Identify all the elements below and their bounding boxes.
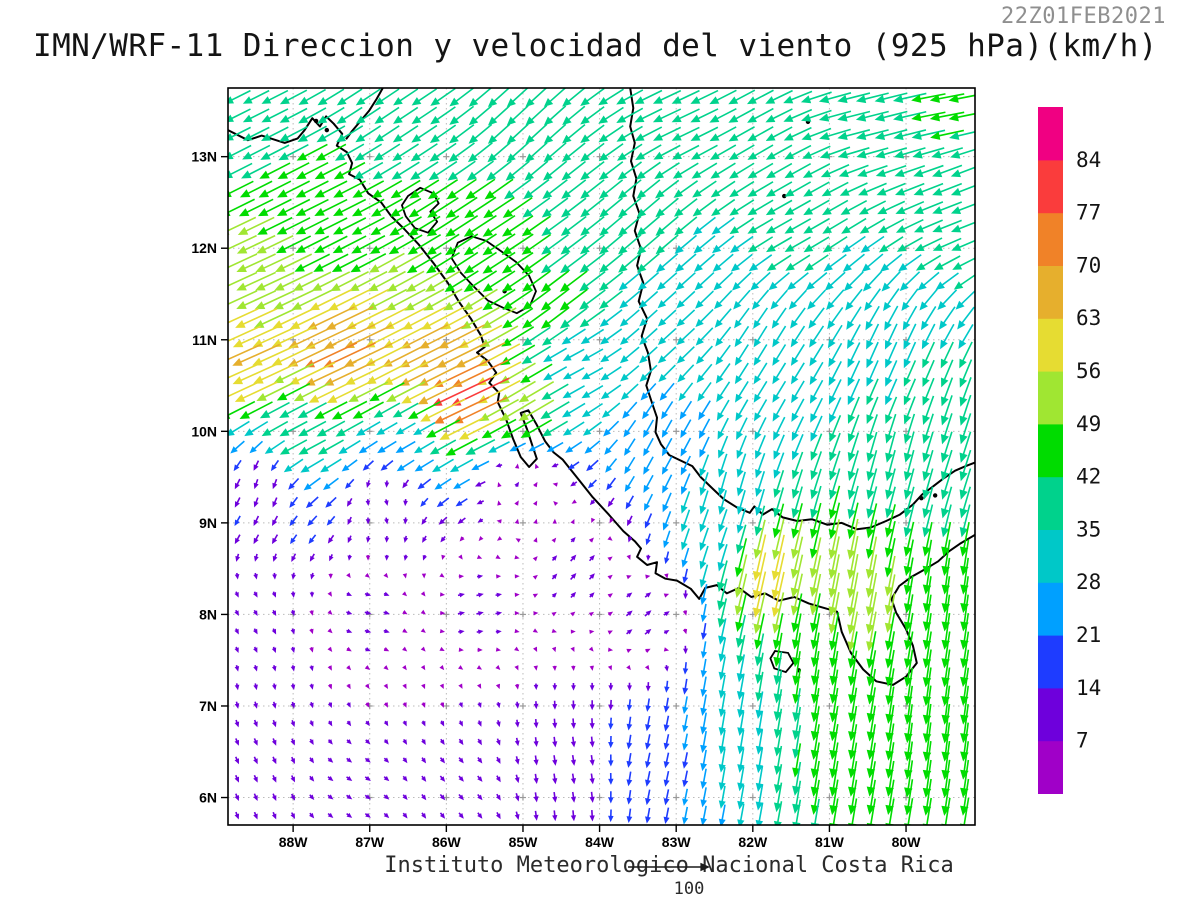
coastline bbox=[629, 88, 975, 531]
colorbar-label: 21 bbox=[1076, 623, 1101, 647]
reference-arrow bbox=[628, 862, 710, 872]
colorbar-label: 63 bbox=[1076, 306, 1101, 330]
colorbar-segment bbox=[1038, 740, 1063, 794]
colorbar-segment bbox=[1038, 159, 1063, 214]
reference-arrow-label: 100 bbox=[674, 879, 705, 899]
colorbar-segment bbox=[1038, 476, 1063, 530]
colorbar-label: 35 bbox=[1076, 517, 1101, 541]
colorbar-label: 42 bbox=[1076, 465, 1101, 489]
island-dot bbox=[313, 118, 319, 124]
colorbar-label: 28 bbox=[1076, 570, 1101, 594]
x-axis-label: 87W bbox=[355, 834, 385, 850]
colorbar-segment bbox=[1038, 529, 1063, 583]
colorbar-segment bbox=[1038, 635, 1063, 689]
x-axis-label: 82W bbox=[738, 834, 768, 850]
chart-title: IMN/WRF-11 Direccion y velocidad del vie… bbox=[33, 28, 1158, 64]
colorbar-label: 49 bbox=[1076, 412, 1101, 436]
y-axis-label: 8N bbox=[199, 606, 217, 622]
y-axis-label: 13N bbox=[191, 149, 217, 165]
x-axis-label: 80W bbox=[892, 834, 922, 850]
credit-line: Instituto Meteorologico Nacional Costa R… bbox=[384, 853, 954, 878]
lat-lon-gridlines bbox=[228, 88, 975, 825]
wind-vector-arrows bbox=[228, 88, 975, 825]
coastline bbox=[228, 115, 975, 686]
colorbar-segment bbox=[1038, 318, 1063, 372]
colorbar-label: 56 bbox=[1076, 359, 1101, 383]
colorbar-label: 14 bbox=[1076, 676, 1101, 700]
x-axis-label: 88W bbox=[279, 834, 309, 850]
run-timestamp: 22Z01FEB2021 bbox=[1001, 4, 1166, 29]
colorbar-segment bbox=[1038, 371, 1063, 425]
island-dot bbox=[324, 127, 330, 133]
colorbar-label: 7 bbox=[1076, 729, 1089, 753]
colorbar-segment bbox=[1038, 107, 1063, 161]
x-axis-label: 86W bbox=[432, 834, 462, 850]
y-axis-label: 12N bbox=[191, 240, 217, 256]
y-axis-label: 11N bbox=[192, 332, 217, 348]
lake-outline bbox=[400, 186, 440, 234]
x-axis-label: 84W bbox=[585, 834, 615, 850]
island-dot bbox=[919, 495, 924, 501]
x-axis-label: 81W bbox=[815, 834, 845, 850]
colorbar-label: 84 bbox=[1076, 148, 1101, 172]
y-axis-label: 7N bbox=[199, 698, 217, 714]
x-axis-label: 85W bbox=[509, 834, 539, 850]
axes: 88W 87W 86W 85W 84W 83W 82W 81W 80W 6N 7N 8N 9N 10N 11… bbox=[191, 87, 976, 850]
y-axis-label: 6N bbox=[199, 790, 217, 806]
y-axis-label: 10N bbox=[191, 423, 217, 439]
island-dot bbox=[782, 193, 787, 199]
colorbar-segment bbox=[1038, 687, 1063, 742]
colorbar: 7 14 21 28 35 42 49 56 63 70 77 84 bbox=[1038, 107, 1101, 794]
colorbar-label: 70 bbox=[1076, 253, 1101, 277]
plot-frame bbox=[227, 87, 976, 826]
colorbar-segment bbox=[1038, 582, 1063, 636]
colorbar-segment bbox=[1038, 212, 1063, 266]
island-outline bbox=[769, 650, 795, 674]
colorbar-segment bbox=[1038, 423, 1063, 478]
colorbar-label: 77 bbox=[1076, 201, 1101, 225]
x-axis-label: 83W bbox=[662, 834, 692, 850]
island-dot bbox=[932, 493, 938, 498]
y-axis-label: 9N bbox=[199, 515, 217, 531]
colorbar-segment bbox=[1038, 265, 1063, 319]
